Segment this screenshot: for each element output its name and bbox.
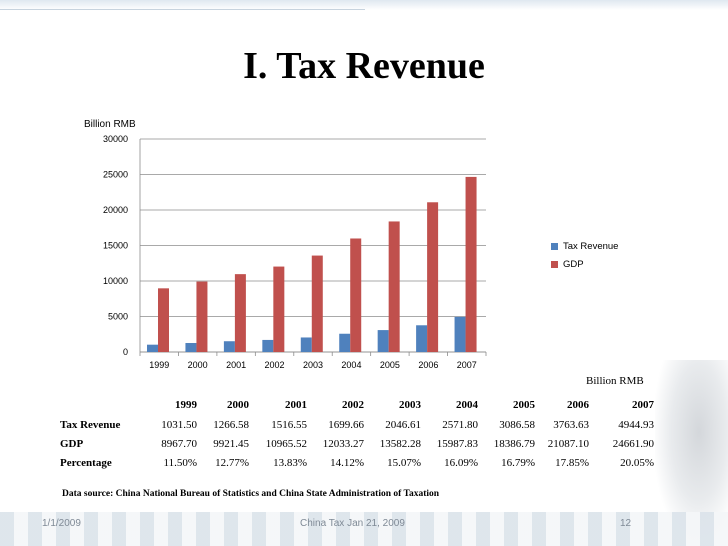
- data-source-note: Data source: China National Bureau of St…: [62, 489, 440, 499]
- table-row: GDP 8967.70 9921.45 10965.52 12033.27 13…: [60, 434, 654, 453]
- top-divider: [0, 9, 365, 10]
- header-cell: 1999: [175, 399, 197, 411]
- footer-center-text: China Tax Jan 21, 2009: [300, 518, 405, 529]
- data-table: 1999 2000 2001 2002 2003 2004 2005 2006 …: [60, 395, 654, 472]
- header-cell: 2006: [567, 399, 589, 411]
- footer-date: 1/1/2009: [42, 518, 81, 529]
- bar-gdp: [196, 281, 208, 352]
- table-cell: 3763.63: [553, 418, 589, 431]
- table-cell: 2571.80: [442, 418, 478, 431]
- table-cell: 15.07%: [387, 456, 421, 469]
- table-cell: 3086.58: [499, 418, 535, 431]
- header-cell: 2005: [513, 399, 535, 411]
- header-cell: 2004: [456, 399, 478, 411]
- header-cell: [60, 395, 135, 415]
- table-cell: 17.85%: [555, 456, 589, 469]
- bar-gdp: [427, 202, 439, 352]
- bar-gdp: [465, 176, 477, 352]
- bar-gdp: [158, 288, 169, 352]
- table-cell: 20.05%: [620, 456, 654, 469]
- table-cell: 1516.55: [271, 418, 307, 431]
- bar-tax-revenue: [185, 343, 197, 352]
- bar-tax-revenue: [339, 333, 351, 352]
- header-cell: 2003: [399, 399, 421, 411]
- bar-gdp: [350, 238, 362, 352]
- x-tick-label: 2002: [265, 360, 285, 370]
- table-cell: 4944.93: [618, 418, 654, 431]
- bar-tax-revenue: [262, 339, 274, 352]
- x-tick-label: 2005: [380, 360, 400, 370]
- header-cell: 2002: [342, 399, 364, 411]
- bar-gdp: [273, 266, 285, 352]
- table-cell: 1031.50: [161, 418, 197, 431]
- table-cell: 1699.66: [328, 418, 364, 431]
- table-unit-label: Billion RMB: [586, 375, 644, 387]
- legend-label-gdp: GDP: [563, 258, 584, 270]
- table-cell: 13582.28: [379, 437, 421, 450]
- header-cell: 2000: [227, 399, 249, 411]
- bar-gdp: [311, 255, 323, 352]
- table-cell: 14.12%: [330, 456, 364, 469]
- legend-swatch-tax: [551, 242, 558, 250]
- chart-y-axis-label: Billion RMB: [84, 119, 136, 130]
- table-cell: 18386.79: [493, 437, 535, 450]
- header-cell: 2007: [632, 399, 654, 411]
- bar-chart: 0 5000 10000 15000 20000 25000 30000 1999 2000 20…: [103, 134, 487, 370]
- table-cell: 9921.45: [213, 437, 249, 450]
- header-cell: 2001: [285, 399, 307, 411]
- table-row: Percentage 11.50% 12.77% 13.83% 14.12% 1…: [60, 453, 654, 472]
- x-tick-label: 2000: [188, 360, 208, 370]
- bar-gdp: [234, 274, 246, 352]
- dragon-watermark: [655, 360, 728, 540]
- bar-tax-revenue: [416, 325, 428, 352]
- table-row: Tax Revenue 1031.50 1266.58 1516.55 1699…: [60, 415, 654, 434]
- bar-tax-revenue: [377, 330, 389, 352]
- legend-swatch-gdp: [551, 260, 558, 268]
- slide-title: I. Tax Revenue: [243, 45, 485, 87]
- legend-item-tax: Tax Revenue: [551, 237, 618, 255]
- y-tick-label: 10000: [103, 276, 128, 286]
- row-label: Percentage: [60, 456, 112, 469]
- bar-gdp: [388, 221, 400, 352]
- bar-tax-revenue: [223, 341, 235, 352]
- y-tick-label: 15000: [103, 241, 128, 251]
- y-tick-label: 30000: [103, 134, 128, 144]
- table-cell: 12.77%: [215, 456, 249, 469]
- y-tick-label: 0: [123, 347, 128, 357]
- legend-label-tax: Tax Revenue: [563, 240, 619, 252]
- table-cell: 8967.70: [161, 437, 197, 450]
- bar-tax-revenue: [147, 344, 158, 352]
- table-cell: 15987.83: [436, 437, 478, 450]
- legend-item-gdp: GDP: [551, 255, 618, 273]
- x-tick-label: 2004: [341, 360, 361, 370]
- x-tick-label: 2003: [303, 360, 323, 370]
- top-band: [0, 0, 728, 10]
- bar-tax-revenue: [454, 316, 466, 352]
- x-tick-label: 2007: [457, 360, 477, 370]
- footer-wave-band: [0, 512, 728, 546]
- table-cell: 16.09%: [444, 456, 478, 469]
- x-tick-label: 2001: [226, 360, 246, 370]
- table-cell: 1266.58: [213, 418, 249, 431]
- footer-page-number: 12: [620, 518, 632, 529]
- y-tick-label: 20000: [103, 205, 128, 215]
- table-cell: 13.83%: [273, 456, 307, 469]
- table-cell: 12033.27: [322, 437, 364, 450]
- x-tick-label: 2006: [418, 360, 438, 370]
- table-cell: 16.79%: [501, 456, 535, 469]
- table-header-row: 1999 2000 2001 2002 2003 2004 2005 2006 …: [60, 395, 654, 415]
- y-tick-label: 5000: [108, 312, 128, 322]
- table-cell: 24661.90: [612, 437, 654, 450]
- chart-legend: Tax Revenue GDP: [551, 237, 618, 273]
- table-cell: 21087.10: [547, 437, 589, 450]
- y-tick-label: 25000: [103, 170, 128, 180]
- table-cell: 10965.52: [265, 437, 307, 450]
- table-cell: 11.50%: [163, 456, 197, 469]
- bar-tax-revenue: [300, 337, 312, 352]
- row-label: Tax Revenue: [60, 418, 121, 431]
- row-label: GDP: [60, 437, 84, 450]
- x-tick-label: 1999: [149, 360, 169, 370]
- table-cell: 2046.61: [385, 418, 421, 431]
